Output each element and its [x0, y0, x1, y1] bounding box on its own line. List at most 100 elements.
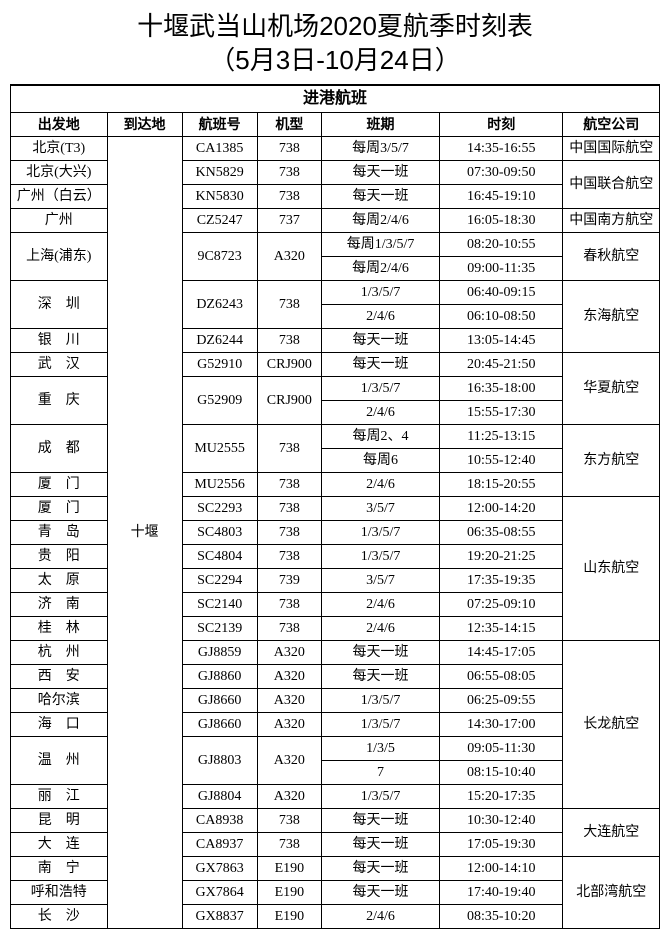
cell-aircraft: CRJ900	[257, 376, 321, 424]
cell-airline: 北部湾航空	[563, 856, 660, 928]
cell-airline: 春秋航空	[563, 232, 660, 280]
cell-aircraft: 738	[257, 160, 321, 184]
cell-aircraft: E190	[257, 904, 321, 928]
cell-airline: 华夏航空	[563, 352, 660, 424]
cell-origin: 银 川	[11, 328, 108, 352]
cell-time: 07:25-09:10	[440, 592, 563, 616]
cell-origin: 武 汉	[11, 352, 108, 376]
cell-days: 1/3/5/7	[322, 784, 440, 808]
cell-days: 2/4/6	[322, 592, 440, 616]
cell-days: 2/4/6	[322, 616, 440, 640]
cell-flight: SC2139	[182, 616, 257, 640]
cell-time: 09:00-11:35	[440, 256, 563, 280]
schedule-table: 进港航班出发地到达地航班号机型班期时刻航空公司北京(T3)十堰CA1385738…	[10, 84, 660, 929]
cell-airline: 中国南方航空	[563, 208, 660, 232]
cell-origin: 重 庆	[11, 376, 108, 424]
cell-aircraft: 738	[257, 520, 321, 544]
cell-origin: 成 都	[11, 424, 108, 472]
cell-aircraft: 738	[257, 136, 321, 160]
cell-flight: GJ8859	[182, 640, 257, 664]
cell-origin: 太 原	[11, 568, 108, 592]
cell-days: 每周2、4	[322, 424, 440, 448]
title-line2: （5月3日-10月24日）	[10, 44, 660, 78]
cell-time: 06:10-08:50	[440, 304, 563, 328]
cell-flight: CA1385	[182, 136, 257, 160]
col-days: 班期	[322, 112, 440, 136]
cell-time: 19:20-21:25	[440, 544, 563, 568]
cell-aircraft: A320	[257, 664, 321, 688]
cell-origin: 西 安	[11, 664, 108, 688]
cell-origin: 哈尔滨	[11, 688, 108, 712]
cell-aircraft: 738	[257, 832, 321, 856]
section-header: 进港航班	[11, 85, 660, 113]
col-time: 时刻	[440, 112, 563, 136]
cell-days: 3/5/7	[322, 496, 440, 520]
cell-time: 20:45-21:50	[440, 352, 563, 376]
cell-time: 16:05-18:30	[440, 208, 563, 232]
cell-time: 09:05-11:30	[440, 736, 563, 760]
cell-aircraft: 738	[257, 808, 321, 832]
cell-days: 每天一班	[322, 808, 440, 832]
cell-flight: CZ5247	[182, 208, 257, 232]
cell-flight: SC2140	[182, 592, 257, 616]
cell-origin: 厦 门	[11, 472, 108, 496]
cell-aircraft: 738	[257, 472, 321, 496]
cell-origin: 丽 江	[11, 784, 108, 808]
cell-aircraft: A320	[257, 784, 321, 808]
cell-flight: SC4803	[182, 520, 257, 544]
cell-aircraft: 738	[257, 544, 321, 568]
cell-aircraft: 739	[257, 568, 321, 592]
cell-origin: 北京(大兴)	[11, 160, 108, 184]
col-flight: 航班号	[182, 112, 257, 136]
cell-flight: GX7864	[182, 880, 257, 904]
cell-airline: 中国联合航空	[563, 160, 660, 208]
cell-airline: 东方航空	[563, 424, 660, 496]
cell-days: 1/3/5/7	[322, 712, 440, 736]
cell-time: 16:45-19:10	[440, 184, 563, 208]
cell-aircraft: A320	[257, 712, 321, 736]
cell-flight: MU2555	[182, 424, 257, 472]
cell-time: 17:35-19:35	[440, 568, 563, 592]
cell-airline: 长龙航空	[563, 640, 660, 808]
cell-origin: 温 州	[11, 736, 108, 784]
col-origin: 出发地	[11, 112, 108, 136]
cell-time: 10:55-12:40	[440, 448, 563, 472]
cell-flight: GJ8804	[182, 784, 257, 808]
cell-flight: 9C8723	[182, 232, 257, 280]
cell-origin: 大 连	[11, 832, 108, 856]
cell-days: 1/3/5	[322, 736, 440, 760]
cell-time: 12:00-14:20	[440, 496, 563, 520]
cell-flight: GX8837	[182, 904, 257, 928]
cell-time: 13:05-14:45	[440, 328, 563, 352]
cell-dest: 十堰	[107, 136, 182, 928]
cell-aircraft: A320	[257, 736, 321, 784]
cell-time: 11:25-13:15	[440, 424, 563, 448]
cell-time: 06:35-08:55	[440, 520, 563, 544]
cell-origin: 杭 州	[11, 640, 108, 664]
cell-origin: 广州（白云）	[11, 184, 108, 208]
cell-days: 每周2/4/6	[322, 208, 440, 232]
cell-flight: DZ6243	[182, 280, 257, 328]
cell-days: 每周3/5/7	[322, 136, 440, 160]
cell-days: 2/4/6	[322, 904, 440, 928]
cell-airline: 中国国际航空	[563, 136, 660, 160]
cell-flight: CA8937	[182, 832, 257, 856]
cell-days: 每天一班	[322, 328, 440, 352]
table-row: 北京(T3)十堰CA1385738每周3/5/714:35-16:55中国国际航…	[11, 136, 660, 160]
cell-flight: KN5830	[182, 184, 257, 208]
cell-days: 每天一班	[322, 160, 440, 184]
cell-aircraft: E190	[257, 880, 321, 904]
cell-aircraft: 738	[257, 496, 321, 520]
cell-origin: 上海(浦东)	[11, 232, 108, 280]
cell-aircraft: 738	[257, 280, 321, 328]
cell-flight: KN5829	[182, 160, 257, 184]
cell-days: 2/4/6	[322, 400, 440, 424]
cell-origin: 南 宁	[11, 856, 108, 880]
cell-days: 2/4/6	[322, 472, 440, 496]
cell-time: 06:55-08:05	[440, 664, 563, 688]
cell-time: 17:40-19:40	[440, 880, 563, 904]
cell-time: 14:30-17:00	[440, 712, 563, 736]
cell-time: 10:30-12:40	[440, 808, 563, 832]
cell-aircraft: 738	[257, 592, 321, 616]
cell-time: 06:25-09:55	[440, 688, 563, 712]
